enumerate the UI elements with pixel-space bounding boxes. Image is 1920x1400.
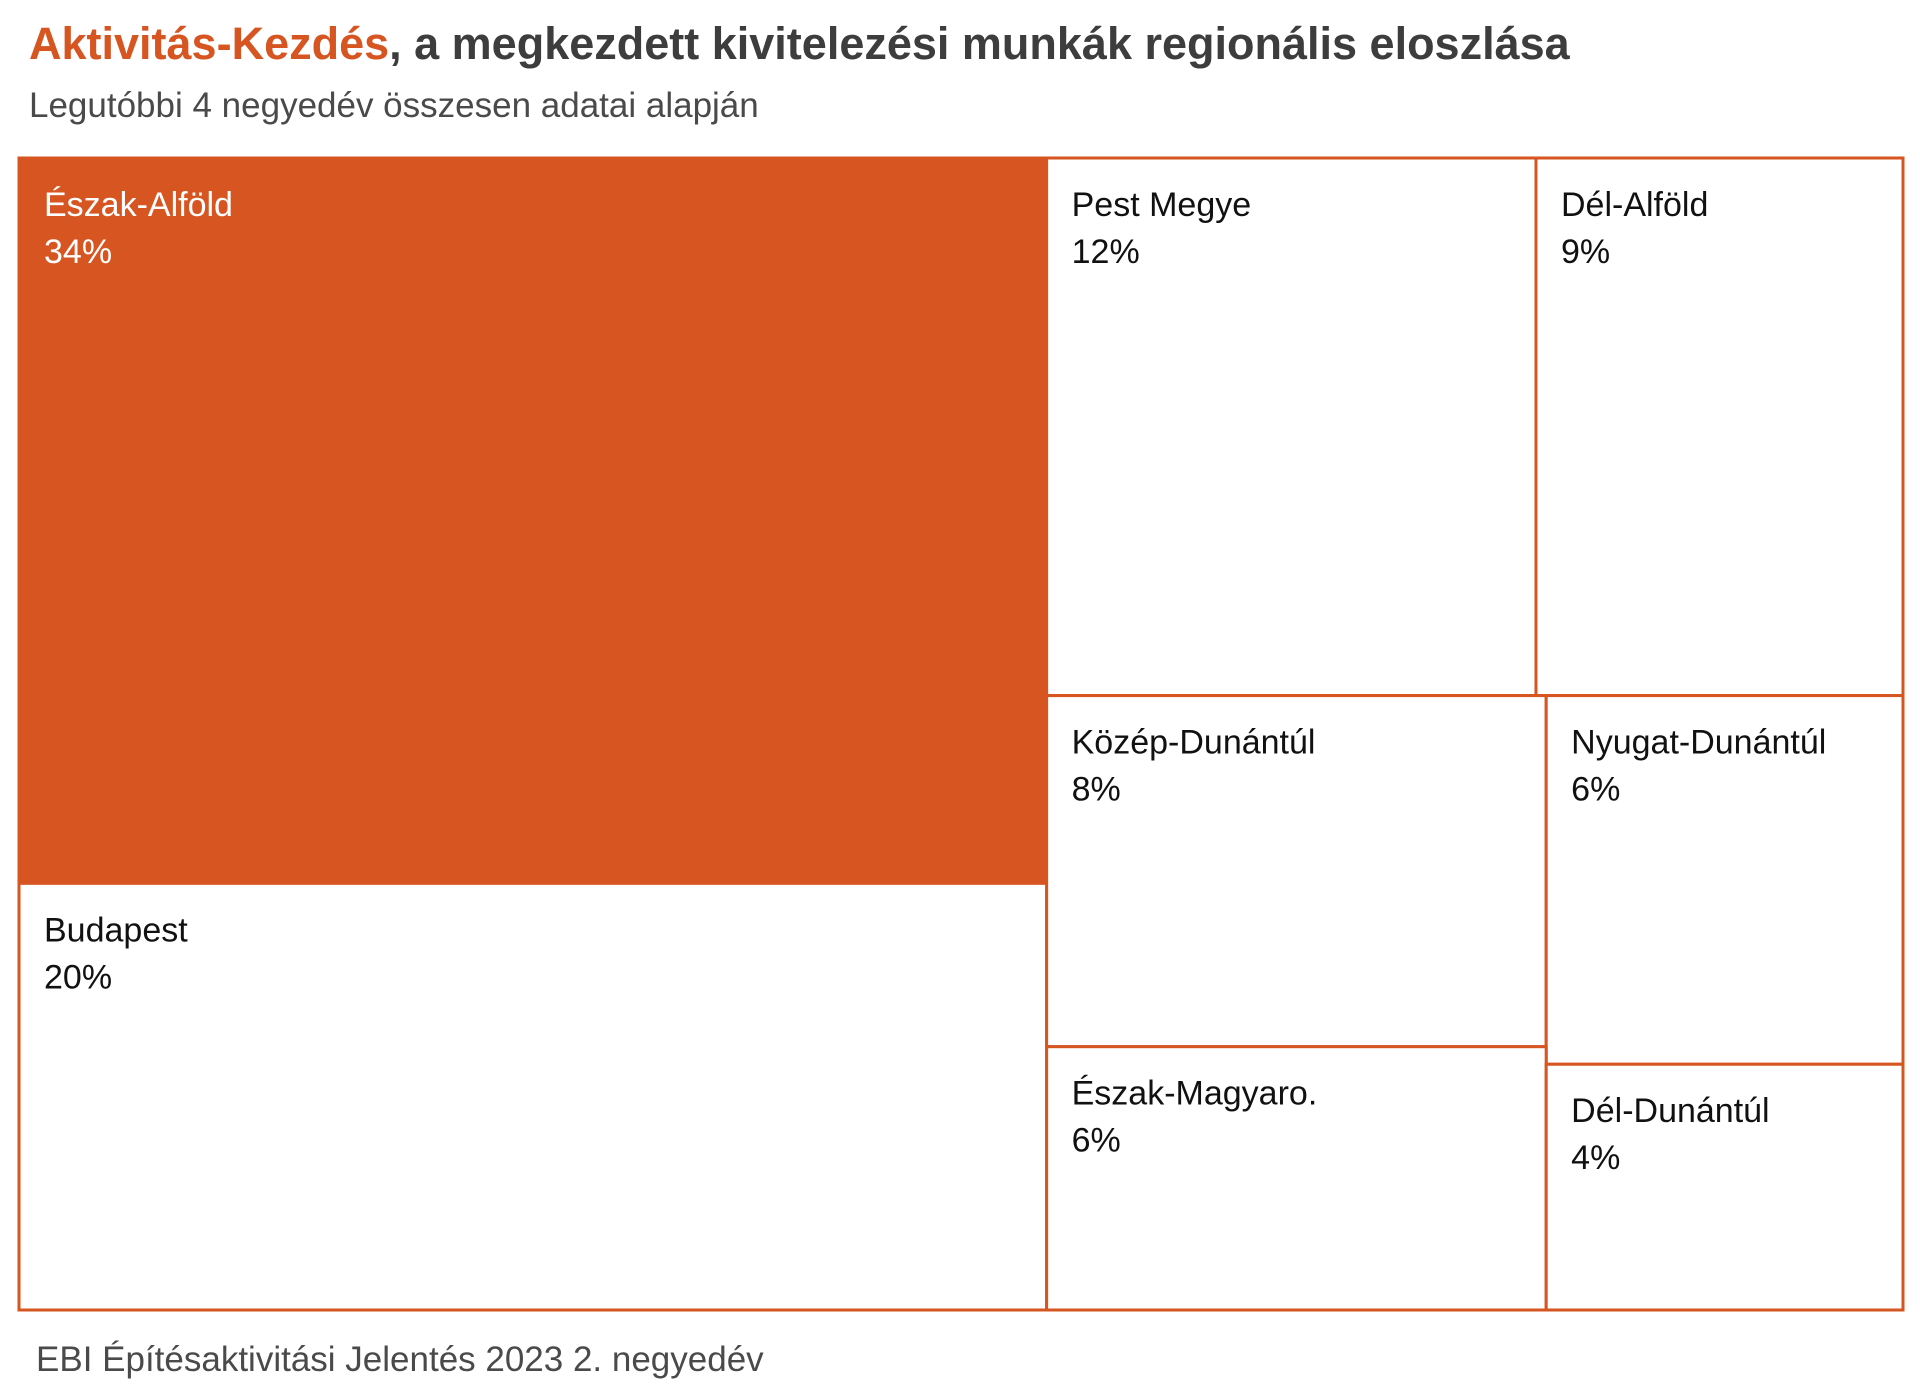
treemap-label: Pest Megye (1072, 186, 1252, 224)
treemap-value: 6% (1571, 771, 1620, 809)
treemap-cell-nyugat-dunantul: Nyugat-Dunántúl 6% (1544, 694, 1905, 1066)
treemap-label: Közép-Dunántúl (1072, 724, 1316, 762)
treemap-cell-eszak-alfold: Észak-Alföld 34% (17, 156, 1049, 885)
source-note: EBI Építésaktivitási Jelentés 2023 2. ne… (36, 1340, 764, 1379)
treemap-value: 6% (1072, 1122, 1121, 1160)
treemap-label: Nyugat-Dunántúl (1571, 724, 1826, 762)
treemap-value: 4% (1571, 1139, 1620, 1177)
treemap-label: Budapest (44, 911, 188, 949)
treemap-cell-pest-megye: Pest Megye 12% (1045, 156, 1538, 698)
treemap-value: 12% (1072, 233, 1140, 271)
treemap-cell-del-dunantul: Dél-Dunántúl 4% (1544, 1062, 1905, 1312)
treemap-label: Észak-Alföld (44, 186, 233, 224)
chart-subtitle: Legutóbbi 4 negyedév összesen adatai ala… (29, 86, 759, 125)
treemap-value: 20% (44, 958, 112, 996)
treemap-cell-del-alfold: Dél-Alföld 9% (1534, 156, 1905, 698)
chart-title: Aktivitás-Kezdés, a megkezdett kivitelez… (29, 18, 1570, 70)
treemap-value: 8% (1072, 771, 1121, 809)
treemap-value: 9% (1561, 233, 1610, 271)
treemap-rect (1544, 1062, 1905, 1312)
treemap-cell-kozep-dunantul: Közép-Dunántúl 8% (1045, 694, 1548, 1049)
chart-title-highlight: Aktivitás-Kezdés (29, 18, 390, 69)
treemap-cell-budapest: Budapest 20% (17, 881, 1049, 1312)
chart-title-rest: , a megkezdett kivitelezési munkák regio… (389, 18, 1570, 69)
treemap-cell-eszak-magyaro: Észak-Magyaro. 6% (1045, 1045, 1548, 1312)
treemap-rect (17, 156, 1049, 885)
treemap-value: 34% (44, 233, 112, 271)
treemap-label: Dél-Dunántúl (1571, 1092, 1769, 1130)
treemap-label: Dél-Alföld (1561, 186, 1708, 224)
treemap-rect (1045, 156, 1538, 698)
treemap-label: Észak-Magyaro. (1072, 1075, 1318, 1113)
treemap-rect (1045, 1045, 1548, 1312)
